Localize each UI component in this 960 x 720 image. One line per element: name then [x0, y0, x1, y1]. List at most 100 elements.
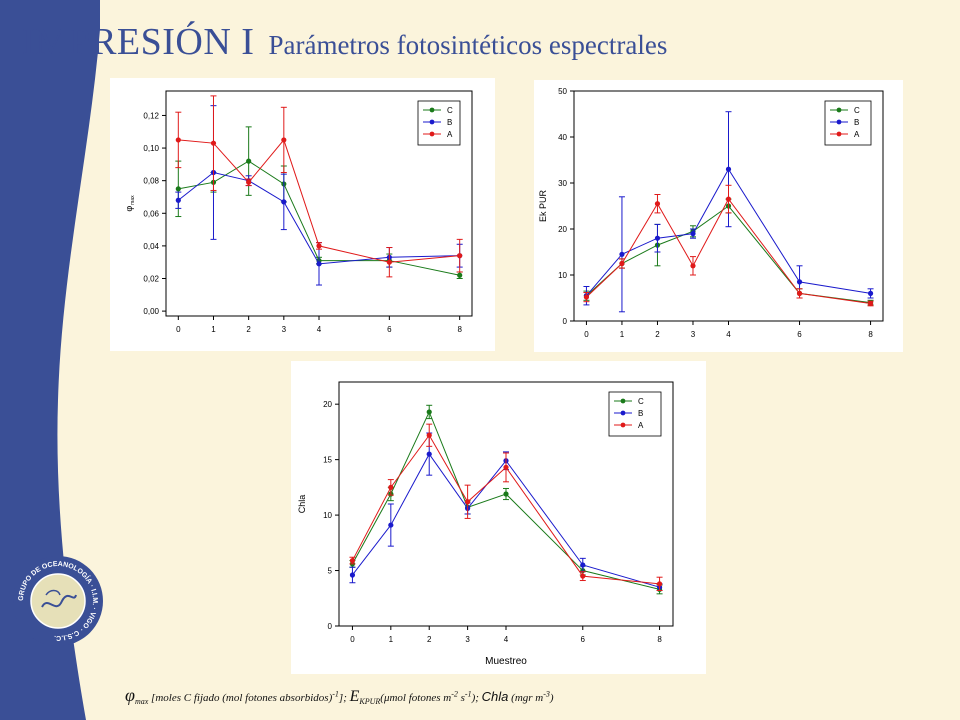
- caption-max-sub: max: [134, 697, 149, 707]
- x-tick-label: 8: [868, 330, 873, 339]
- legend-label-A: A: [638, 421, 644, 430]
- legend-label-A: A: [854, 130, 860, 139]
- caption-part2: ];: [338, 692, 350, 704]
- data-point-A: [583, 294, 590, 300]
- legend: CBA: [608, 391, 662, 437]
- y-axis-label: Ek PUR: [538, 190, 548, 223]
- data-point-C: [426, 409, 432, 415]
- x-tick-label: 1: [211, 325, 216, 334]
- legend-label-C: C: [854, 106, 860, 115]
- caption-sup1: -1: [332, 689, 339, 699]
- y-tick-label: 0,06: [143, 209, 159, 218]
- y-tick-label: 0: [563, 317, 568, 326]
- y-tick-label: 0,10: [143, 144, 159, 153]
- y-tick-label: 10: [558, 271, 567, 280]
- x-tick-label: 3: [282, 325, 287, 334]
- data-point-B: [725, 166, 732, 172]
- logo-center: [30, 573, 86, 629]
- legend-marker-C: [429, 107, 435, 113]
- data-point-B: [867, 290, 874, 296]
- data-point-B: [796, 279, 803, 285]
- x-tick-label: 0: [176, 325, 181, 334]
- data-point-A: [725, 196, 732, 202]
- ek-svg: 0 10 20 30 40 50 0 1 2 3 4 6 8 Ek PUR CBA: [538, 87, 884, 339]
- y-tick-label: 20: [558, 225, 567, 234]
- x-tick-label: 3: [691, 330, 696, 339]
- data-point-A: [796, 290, 803, 296]
- data-point-B: [316, 261, 322, 267]
- legend-box: [824, 100, 872, 146]
- y-tick-label: 0,02: [143, 275, 159, 284]
- y-tick-label: 0,04: [143, 242, 159, 251]
- caption-part4: s: [457, 692, 465, 704]
- x-tick-label: 4: [504, 635, 509, 644]
- legend-label-B: B: [638, 409, 643, 418]
- data-point-A: [656, 581, 663, 587]
- legend-marker-A: [836, 131, 842, 137]
- data-point-A: [619, 260, 625, 267]
- caption-part6: (mgr m: [508, 692, 544, 704]
- y-tick-label: 50: [558, 87, 567, 96]
- x-tick-label: 0: [350, 635, 355, 644]
- logo-shell-icon: [45, 589, 61, 596]
- y-tick-label: 30: [558, 179, 567, 188]
- title-subtitle: Parámetros fotosintéticos espectrales: [268, 30, 668, 60]
- y-axis-label: Chla: [297, 495, 307, 514]
- data-point-A: [465, 499, 471, 505]
- data-point-B: [281, 199, 287, 205]
- data-point-B: [426, 451, 432, 457]
- data-point-A: [690, 263, 696, 269]
- y-tick-label: 10: [323, 511, 332, 520]
- x-tick-label: 1: [620, 330, 625, 339]
- legend-box: [608, 391, 662, 437]
- x-tick-label: 6: [387, 325, 392, 334]
- data-point-A: [316, 243, 322, 249]
- data-point-B: [580, 562, 586, 568]
- y-tick-label: 0,08: [143, 177, 159, 186]
- legend-label-C: C: [638, 397, 644, 406]
- caption-part3: (μmol fotones m: [380, 692, 452, 704]
- y-tick-label: 0,00: [143, 307, 159, 316]
- x-tick-label: 0: [584, 330, 589, 339]
- y-axis-label: φmax: [124, 195, 136, 212]
- data-point-A: [580, 573, 586, 579]
- legend-marker-C: [836, 107, 842, 113]
- data-point-B: [690, 231, 696, 237]
- data-point-B: [175, 197, 181, 203]
- slide-title: IMPRESIÓN I Parámetros fotosintéticos esp…: [22, 20, 667, 64]
- legend-marker-C: [620, 398, 626, 404]
- ek-pur-chart: 0 10 20 30 40 50 0 1 2 3 4 6 8 Ek PUR C B A: [534, 80, 903, 352]
- legend-label-B: B: [854, 118, 859, 127]
- data-point-A: [457, 253, 463, 259]
- legend-label-A: A: [447, 130, 453, 139]
- caption-part7: ): [549, 692, 554, 704]
- x-tick-label: 1: [389, 635, 394, 644]
- legend-marker-B: [620, 410, 626, 416]
- data-point-A: [654, 201, 661, 207]
- data-point-B: [619, 251, 625, 257]
- data-point-A: [349, 557, 356, 564]
- x-tick-label: 8: [457, 325, 462, 334]
- data-point-A: [503, 464, 509, 470]
- oceanology-group-logo: GRUPO DE OCEANOLOGÍA · I.I.M. · VIGO · C…: [13, 556, 103, 646]
- data-point-A: [210, 140, 217, 146]
- data-point-A: [281, 137, 287, 143]
- y-tick-label: 0,12: [143, 111, 159, 120]
- y-tick-label: 5: [328, 567, 333, 576]
- title-main: IMPRESIÓN I: [22, 21, 255, 63]
- data-point-C: [457, 272, 463, 278]
- x-tick-label: 4: [726, 330, 731, 339]
- data-point-A: [386, 259, 392, 265]
- legend-label-C: C: [447, 106, 453, 115]
- legend-marker-B: [836, 119, 842, 125]
- legend-marker-B: [429, 119, 435, 125]
- caption-sup2: -2: [451, 689, 458, 699]
- figure-caption: φmax [moles C fijado (mol fotones absorb…: [125, 685, 554, 706]
- data-point-A: [388, 484, 394, 490]
- y-tick-label: 20: [323, 400, 332, 409]
- data-point-C: [503, 491, 509, 497]
- legend-marker-A: [429, 131, 435, 137]
- caption-sup3: -1: [464, 689, 472, 699]
- x-tick-label: 4: [317, 325, 322, 334]
- caption-e: E: [349, 688, 360, 705]
